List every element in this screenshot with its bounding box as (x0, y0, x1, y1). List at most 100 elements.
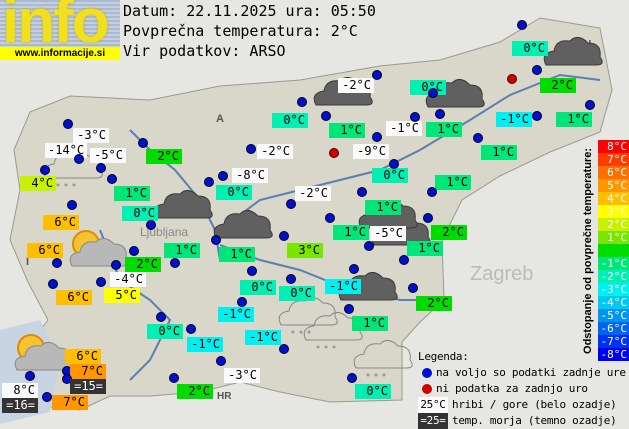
station-marker[interactable] (146, 220, 156, 230)
station-marker[interactable] (63, 119, 73, 129)
station-temp-label: 2°C (177, 384, 213, 399)
legend-mountain: 25°C hribi / gore (belo ozadje) (418, 397, 626, 413)
map-label-italy: I (26, 256, 29, 268)
station-marker[interactable] (169, 373, 179, 383)
station-marker[interactable] (279, 344, 289, 354)
station-marker[interactable] (237, 297, 247, 307)
station-marker[interactable] (247, 266, 257, 276)
partly-sunny-icon (69, 230, 129, 267)
station-temp-label: 6°C (56, 290, 92, 305)
station-marker[interactable] (170, 258, 180, 268)
station-temp-label: -1°C (386, 121, 422, 136)
scale-row: 5°C (598, 179, 629, 192)
station-marker[interactable] (48, 279, 58, 289)
station-marker[interactable] (74, 154, 84, 164)
station-marker[interactable] (585, 100, 595, 110)
station-marker[interactable] (389, 159, 399, 169)
average-temp-line: Povprečna temperatura: 2°C (123, 22, 358, 40)
logo[interactable]: info www.informacije.si (0, 0, 120, 60)
station-marker[interactable] (372, 70, 382, 80)
red-dot-icon (422, 384, 432, 394)
station-temp-label: -5°C (370, 226, 406, 241)
station-temp-label: -1°C (187, 337, 223, 352)
station-temp-label: 1°C (481, 145, 517, 160)
station-marker[interactable] (532, 111, 542, 121)
station-temp-label: 1°C (365, 200, 401, 215)
station-marker[interactable] (517, 20, 527, 30)
station-marker[interactable] (410, 112, 420, 122)
station-marker[interactable] (364, 241, 374, 251)
station-temp-label: -4°C (110, 272, 146, 287)
deviation-scale: Odstopanje od povprečne temperature: 8°C… (580, 140, 629, 361)
station-marker[interactable] (107, 174, 117, 184)
logo-url[interactable]: www.informacije.si (0, 47, 120, 60)
station-temp-label: 0°C (122, 206, 158, 221)
station-marker[interactable] (286, 274, 296, 284)
station-marker[interactable] (40, 165, 50, 175)
river (99, 229, 172, 381)
sea-temp-label: =16= (2, 398, 38, 413)
partly-sunny-icon (14, 334, 74, 371)
station-marker[interactable] (349, 264, 359, 274)
station-marker[interactable] (96, 277, 106, 287)
station-marker[interactable] (372, 132, 382, 142)
station-marker[interactable] (357, 187, 367, 197)
station-marker[interactable] (52, 258, 62, 268)
scale-row: -3°C (598, 283, 629, 296)
station-marker[interactable] (186, 324, 196, 334)
station-marker[interactable] (218, 171, 228, 181)
scale-rows: 8°C 7°C 6°C 5°C 4°C 3°C 2°C 1°C -1°C -2°C -3°C -4°C… (598, 140, 629, 361)
station-marker[interactable] (111, 260, 121, 270)
legend-sea: =25= temp. morja (temno ozadje) (418, 413, 626, 429)
station-temp-label: 0°C (147, 324, 183, 339)
station-marker[interactable] (67, 200, 77, 210)
station-marker[interactable] (532, 65, 542, 75)
scale-row: 3°C (598, 205, 629, 218)
station-temp-label: 1°C (164, 243, 200, 258)
scale-row: -8°C (598, 348, 629, 361)
station-marker[interactable] (427, 187, 437, 197)
scale-row: -7°C (598, 335, 629, 348)
station-temp-label: 2°C (540, 78, 576, 93)
station-temp-label: -2°C (338, 78, 374, 93)
station-marker[interactable] (428, 88, 438, 98)
station-temp-label: 1°C (329, 123, 365, 138)
station-marker[interactable] (423, 213, 433, 223)
scale-row: 6°C (598, 166, 629, 179)
station-marker[interactable] (25, 371, 35, 381)
station-marker[interactable] (42, 392, 52, 402)
station-temp-label: 6°C (43, 215, 79, 230)
station-marker[interactable] (344, 304, 354, 314)
station-marker[interactable] (297, 97, 307, 107)
station-marker[interactable] (156, 312, 166, 322)
light-rain-icon (353, 340, 413, 377)
legend-title: Legenda: (418, 350, 469, 363)
station-marker[interactable] (138, 138, 148, 148)
station-temp-label: 5°C (104, 288, 140, 303)
station-marker[interactable] (129, 246, 139, 256)
station-marker[interactable] (321, 111, 331, 121)
station-missing-marker[interactable] (329, 148, 339, 158)
scale-row: 4°C (598, 192, 629, 205)
station-temp-label: 1°C (114, 186, 150, 201)
station-marker[interactable] (325, 213, 335, 223)
station-missing-marker[interactable] (507, 74, 517, 84)
station-marker[interactable] (347, 373, 357, 383)
station-marker[interactable] (211, 235, 221, 245)
station-marker[interactable] (399, 255, 409, 265)
station-marker[interactable] (246, 144, 256, 154)
station-temp-label: 0°C (279, 286, 315, 301)
station-marker[interactable] (286, 199, 296, 209)
station-temp-label: -2°C (257, 144, 293, 159)
station-marker[interactable] (435, 109, 445, 119)
station-marker[interactable] (204, 177, 214, 187)
station-temp-label: -8°C (232, 168, 268, 183)
station-temp-label: -1°C (496, 112, 532, 127)
station-marker[interactable] (96, 163, 106, 173)
station-marker[interactable] (279, 231, 289, 241)
station-marker[interactable] (408, 283, 418, 293)
scale-row: 2°C (598, 218, 629, 231)
station-marker[interactable] (473, 133, 483, 143)
station-marker[interactable] (216, 356, 226, 366)
station-temp-label: 4°C (20, 176, 56, 191)
